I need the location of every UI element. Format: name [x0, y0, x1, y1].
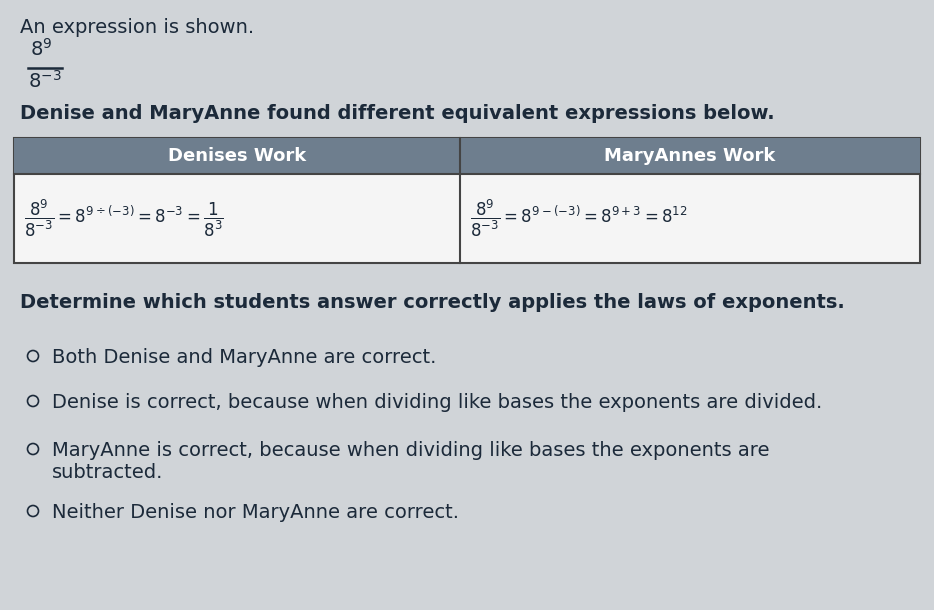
- FancyBboxPatch shape: [14, 138, 460, 174]
- Text: Both Denise and MaryAnne are correct.: Both Denise and MaryAnne are correct.: [52, 348, 436, 367]
- Text: $\dfrac{8^9}{8^{-3}} = 8^{9\div(-3)} = 8^{-3} = \dfrac{1}{8^3}$: $\dfrac{8^9}{8^{-3}} = 8^{9\div(-3)} = 8…: [24, 198, 224, 239]
- Text: Determine which students answer correctly applies the laws of exponents.: Determine which students answer correctl…: [20, 293, 844, 312]
- Text: subtracted.: subtracted.: [52, 463, 163, 482]
- Text: Neither Denise nor MaryAnne are correct.: Neither Denise nor MaryAnne are correct.: [52, 503, 459, 522]
- FancyBboxPatch shape: [460, 138, 920, 174]
- Text: $8^{-3}$: $8^{-3}$: [28, 70, 62, 92]
- Text: $8^9$: $8^9$: [30, 38, 52, 60]
- Text: Denise and MaryAnne found different equivalent expressions below.: Denise and MaryAnne found different equi…: [20, 104, 774, 123]
- Text: $\dfrac{8^9}{8^{-3}} = 8^{9-(-3)} = 8^{9+3} = 8^{12}$: $\dfrac{8^9}{8^{-3}} = 8^{9-(-3)} = 8^{9…: [470, 198, 687, 239]
- Text: MaryAnnes Work: MaryAnnes Work: [604, 147, 776, 165]
- Text: Denises Work: Denises Work: [168, 147, 306, 165]
- FancyBboxPatch shape: [14, 138, 920, 263]
- Text: MaryAnne is correct, because when dividing like bases the exponents are: MaryAnne is correct, because when dividi…: [52, 441, 770, 460]
- Text: Denise is correct, because when dividing like bases the exponents are divided.: Denise is correct, because when dividing…: [52, 393, 822, 412]
- Text: An expression is shown.: An expression is shown.: [20, 18, 254, 37]
